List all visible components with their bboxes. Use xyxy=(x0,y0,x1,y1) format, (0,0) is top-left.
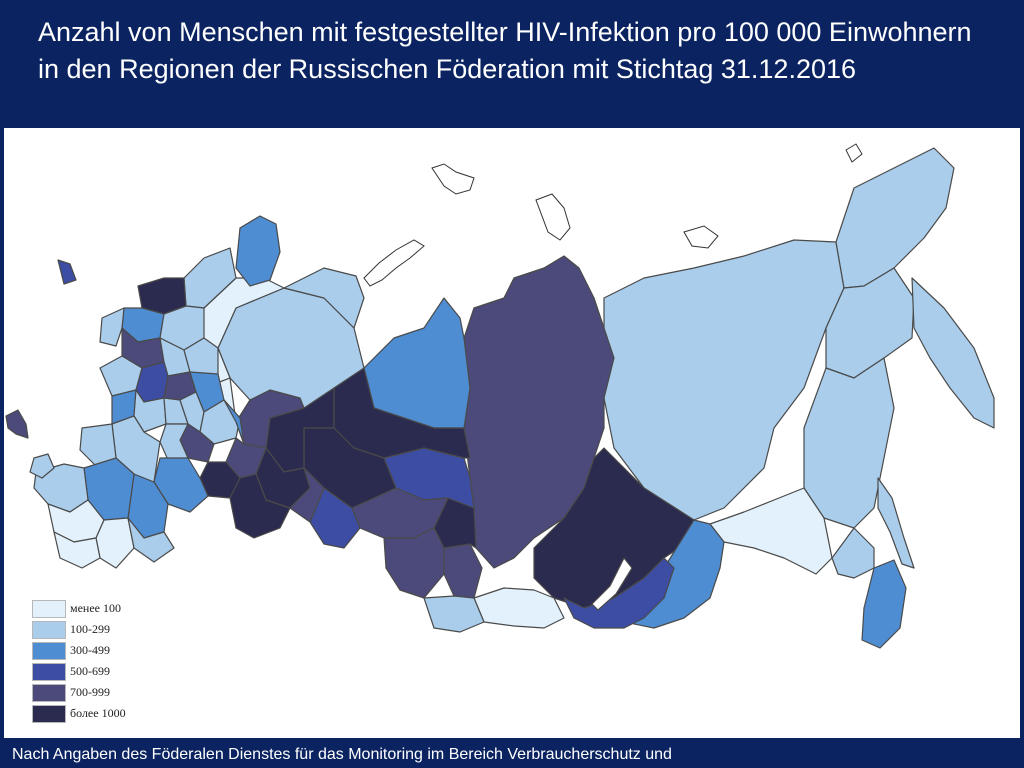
legend-swatch xyxy=(32,621,66,639)
legend-item: 100-299 xyxy=(32,621,142,639)
legend-swatch xyxy=(32,600,66,618)
franz-josef-land-island xyxy=(431,163,475,195)
legend-label: 500-699 xyxy=(70,664,110,678)
region-kurgan xyxy=(289,467,325,523)
region-yamal xyxy=(363,297,471,429)
severnaya-zemlya-island xyxy=(535,193,571,241)
region-khakassia xyxy=(443,543,483,599)
legend-label: 300-499 xyxy=(70,643,110,657)
footer-bar: Nach Angaben des Föderalen Dienstes für … xyxy=(0,738,1024,768)
new-siberian-island xyxy=(683,225,719,249)
legend-item: 700-999 xyxy=(32,684,142,702)
header-bar: Anzahl von Menschen mit festgestellter H… xyxy=(0,0,1024,128)
region-karelia-north-strip xyxy=(57,259,77,285)
region-kamchatka xyxy=(911,277,995,429)
novaya-zemlya-island xyxy=(363,239,425,287)
legend-item: более 1000 xyxy=(32,705,142,723)
region-dagestan xyxy=(95,517,135,569)
region-sakhalin xyxy=(877,477,915,569)
legend-label: 100-299 xyxy=(70,622,110,636)
legend-item: менее 100 xyxy=(32,600,142,618)
legend-label: более 1000 xyxy=(70,706,126,720)
region-pskov xyxy=(99,307,125,347)
legend-label: менее 100 xyxy=(70,601,121,615)
region-khabarovsk xyxy=(803,357,895,529)
page-title: Anzahl von Menschen mit festgestellter H… xyxy=(38,17,972,84)
region-primorye xyxy=(861,559,907,649)
legend-swatch xyxy=(32,684,66,702)
legend-swatch xyxy=(32,705,66,723)
source-note: Nach Angaben des Föderalen Dienstes für … xyxy=(12,746,672,763)
map-panel: менее 100 100-299 300-499 500-699 700-99… xyxy=(4,128,1020,738)
map-legend: менее 100 100-299 300-499 500-699 700-99… xyxy=(32,600,142,726)
region-kaliningrad xyxy=(5,409,29,439)
wrangel-island xyxy=(845,143,863,163)
legend-swatch xyxy=(32,663,66,681)
region-yakutia xyxy=(603,239,845,521)
legend-item: 500-699 xyxy=(32,663,142,681)
region-nenets xyxy=(283,267,365,329)
russia-region-map xyxy=(5,143,995,649)
legend-item: 300-499 xyxy=(32,642,142,660)
region-orenburg xyxy=(229,473,291,539)
region-altai-republic xyxy=(423,595,485,633)
region-magadan xyxy=(825,267,915,379)
region-astrakhan xyxy=(127,517,175,563)
lake-baikal xyxy=(591,557,633,611)
region-chukotka xyxy=(835,147,955,289)
legend-swatch xyxy=(32,642,66,660)
region-crimea xyxy=(29,453,55,479)
region-altai-krai xyxy=(383,527,445,599)
region-north-caucasus xyxy=(53,531,101,569)
region-murmansk xyxy=(235,215,281,287)
region-tuva xyxy=(473,587,565,629)
legend-label: 700-999 xyxy=(70,685,110,699)
region-jewish-ao xyxy=(831,527,875,579)
